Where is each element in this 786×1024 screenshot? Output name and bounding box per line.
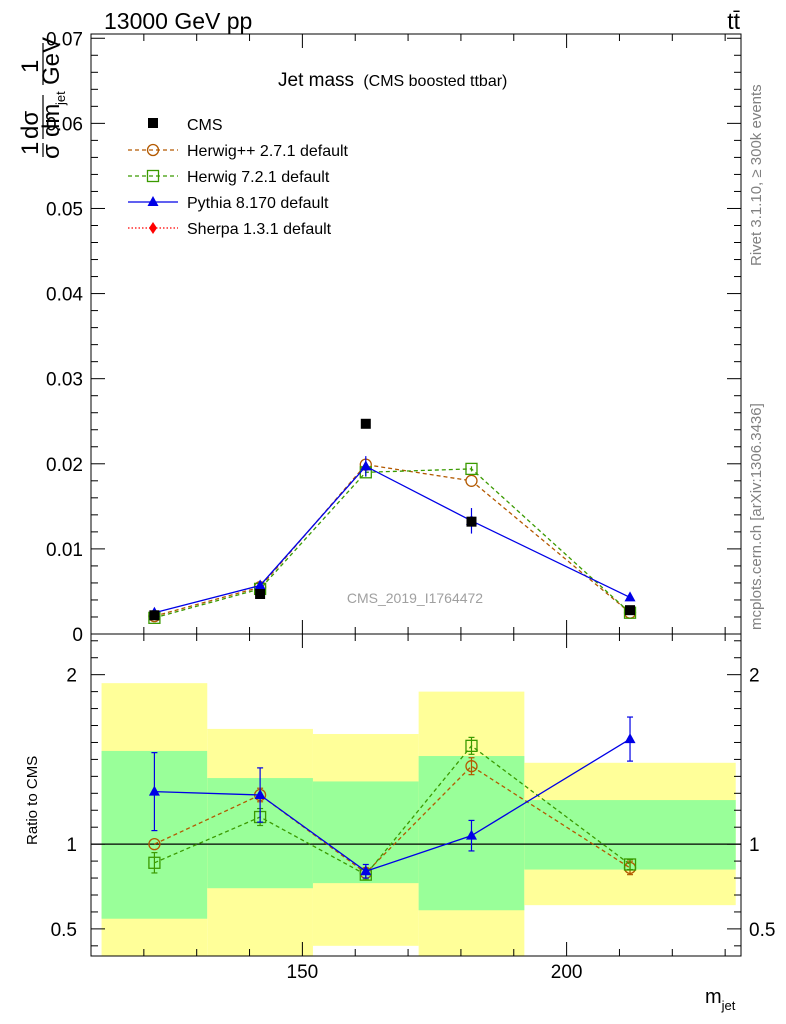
ylabel-part-5: jet xyxy=(53,91,68,106)
legend-cms-marker xyxy=(148,118,158,128)
upper-ylabel: 1 σ dσ dm jet 1 GeV xyxy=(17,37,68,159)
pythia-point xyxy=(624,591,636,602)
cms-point xyxy=(255,589,266,599)
upper-ytick-label: 0.03 xyxy=(46,370,83,391)
upper-ytick-label: 0.01 xyxy=(46,540,83,561)
ratio-pythia-point xyxy=(254,789,266,799)
lower-xtick-label: 200 xyxy=(551,962,583,983)
upper-ytick-label: 0.06 xyxy=(46,114,83,135)
lower-panel: 0.5 0.5 1 1 2 2 150 200 xyxy=(51,634,775,983)
upper-panel: 0 0.01 0.02 0.03 0.04 0.05 0.06 0.07 xyxy=(46,29,741,646)
ylabel-part-3: dσ xyxy=(17,111,44,139)
rivet-label: Rivet 3.1.10, ≥ 300k events xyxy=(748,84,765,266)
ratio-herwig7-point xyxy=(623,858,637,871)
x-axis-label: mjet xyxy=(705,986,736,1013)
upper-ytick-label: 0.02 xyxy=(46,455,83,476)
ratio-pythia-point xyxy=(624,733,636,744)
herwigpp-point xyxy=(465,474,478,487)
cms-point xyxy=(625,605,636,616)
legend-pythia-label: Pythia 8.170 default xyxy=(187,195,329,212)
lower-ytick-label-right: 2 xyxy=(749,666,760,687)
ylabel-part-2: σ xyxy=(38,144,65,159)
ylabel-part-4: dm xyxy=(38,104,65,137)
process-label: tt̄ xyxy=(727,8,740,34)
ylabel-part-1: 1 xyxy=(17,142,44,155)
pythia-point xyxy=(254,579,266,590)
legend-cms-label: CMS xyxy=(187,117,223,134)
chart-title-main: Jet mass xyxy=(278,70,354,91)
legend-herwig7-marker xyxy=(146,169,160,183)
upper-ytick-label: 0.05 xyxy=(46,199,83,220)
ratio-pythia-point xyxy=(148,785,160,796)
upper-ytick-label: 0.04 xyxy=(46,285,83,306)
x-axis-label-sub: jet xyxy=(721,998,736,1013)
upper-ytick-label: 0.07 xyxy=(46,29,83,50)
ratio-herwig7-point xyxy=(465,739,478,753)
ratio-herwig7-point xyxy=(148,856,161,869)
cms-point xyxy=(149,610,160,621)
watermark: CMS_2019_I1764472 xyxy=(347,590,483,606)
lower-ytick-label: 0.5 xyxy=(51,920,77,941)
upper-ytick-label: 0 xyxy=(72,625,83,646)
ratio-herwigpp-point xyxy=(465,760,478,773)
ratio-ylabel: Ratio to CMS xyxy=(24,756,41,845)
lower-ytick-label: 1 xyxy=(66,835,77,856)
legend-sherpa-marker xyxy=(149,222,157,234)
legend: CMS Herwig++ 2.7.1 default Herwig 7.2.1 … xyxy=(128,117,349,238)
lower-ytick-label-right: 0.5 xyxy=(749,920,775,941)
ylabel-part-7: GeV xyxy=(38,37,65,85)
legend-sherpa-label: Sherpa 1.3.1 default xyxy=(187,221,332,238)
series-line-1 xyxy=(154,463,631,617)
ylabel-part-6: 1 xyxy=(17,60,44,73)
lower-frame xyxy=(90,633,742,957)
legend-herwigpp-label: Herwig++ 2.7.1 default xyxy=(187,143,349,160)
lower-ytick-label-right: 1 xyxy=(749,835,760,856)
cms-point xyxy=(360,418,371,429)
energy-label: 13000 GeV pp xyxy=(104,8,252,34)
ratio-pythia-point xyxy=(360,865,372,876)
ratio-herwigpp-point xyxy=(148,837,161,851)
chart-title: Jet mass (CMS boosted ttbar) xyxy=(278,70,507,91)
mcplots-label: mcplots.cern.ch [arXiv:1306.3436] xyxy=(748,403,765,630)
herwig7-point xyxy=(465,462,478,476)
lower-ytick-label: 2 xyxy=(66,666,77,687)
legend-herwig7-label: Herwig 7.2.1 default xyxy=(187,169,330,186)
ratio-pythia-point xyxy=(465,829,477,840)
chart-title-sub: (CMS boosted ttbar) xyxy=(363,73,507,90)
legend-herwigpp-marker xyxy=(146,143,160,157)
pythia-point xyxy=(360,460,372,471)
lower-xtick-label: 150 xyxy=(287,962,319,983)
cms-point xyxy=(466,516,477,527)
legend-pythia-marker xyxy=(147,196,159,206)
